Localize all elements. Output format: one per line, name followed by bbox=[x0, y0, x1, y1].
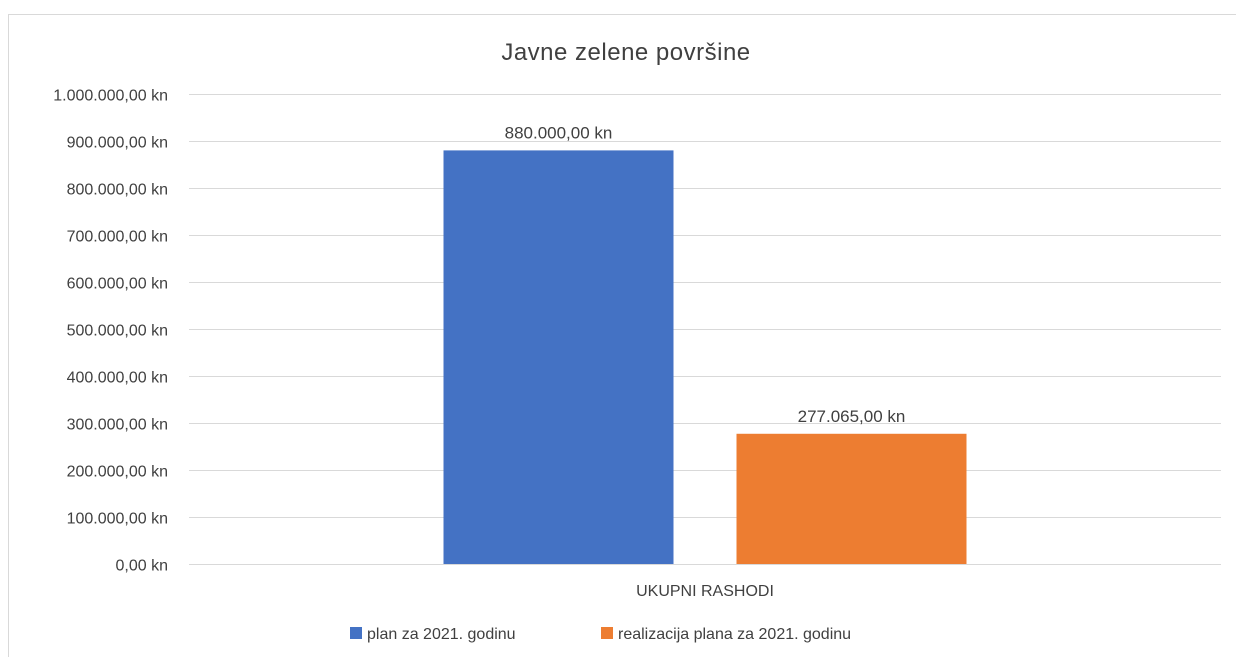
y-tick-label: 500.000,00 kn bbox=[67, 323, 168, 340]
legend: plan za 2021. godinu realizacija plana za… bbox=[350, 626, 851, 643]
y-tick-label: 300.000,00 kn bbox=[67, 417, 168, 434]
x-axis-category-labels: UKUPNI RASHODI bbox=[636, 583, 774, 600]
chart-title: Javne zelene površine bbox=[501, 39, 750, 66]
y-tick-label: 100.000,00 kn bbox=[67, 511, 168, 528]
y-tick-label: 600.000,00 kn bbox=[67, 276, 168, 293]
y-tick-label: 800.000,00 kn bbox=[67, 182, 168, 199]
y-tick-label: 0,00 kn bbox=[116, 558, 168, 575]
legend-label: plan za 2021. godinu bbox=[367, 626, 516, 643]
y-tick-label: 900.000,00 kn bbox=[67, 135, 168, 152]
legend-swatch bbox=[601, 627, 613, 639]
legend-label: realizacija plana za 2021. godinu bbox=[618, 626, 851, 643]
bars bbox=[443, 150, 967, 564]
y-tick-label: 400.000,00 kn bbox=[67, 370, 168, 387]
data-label: 880.000,00 kn bbox=[505, 123, 613, 142]
y-tick-label: 700.000,00 kn bbox=[67, 229, 168, 246]
bar-realizacija bbox=[736, 433, 967, 564]
bar-plan bbox=[443, 150, 674, 564]
legend-swatch bbox=[350, 627, 362, 639]
data-label: 277.065,00 kn bbox=[798, 407, 906, 426]
y-axis-tick-labels: 0,00 kn 100.000,00 kn 200.000,00 kn 300.000… bbox=[53, 88, 168, 575]
gridlines bbox=[189, 94, 1221, 565]
y-tick-label: 200.000,00 kn bbox=[67, 464, 168, 481]
x-category-label: UKUPNI RASHODI bbox=[636, 583, 774, 600]
data-labels: 880.000,00 kn 277.065,00 kn bbox=[505, 123, 906, 425]
y-tick-label: 1.000.000,00 kn bbox=[53, 88, 168, 105]
